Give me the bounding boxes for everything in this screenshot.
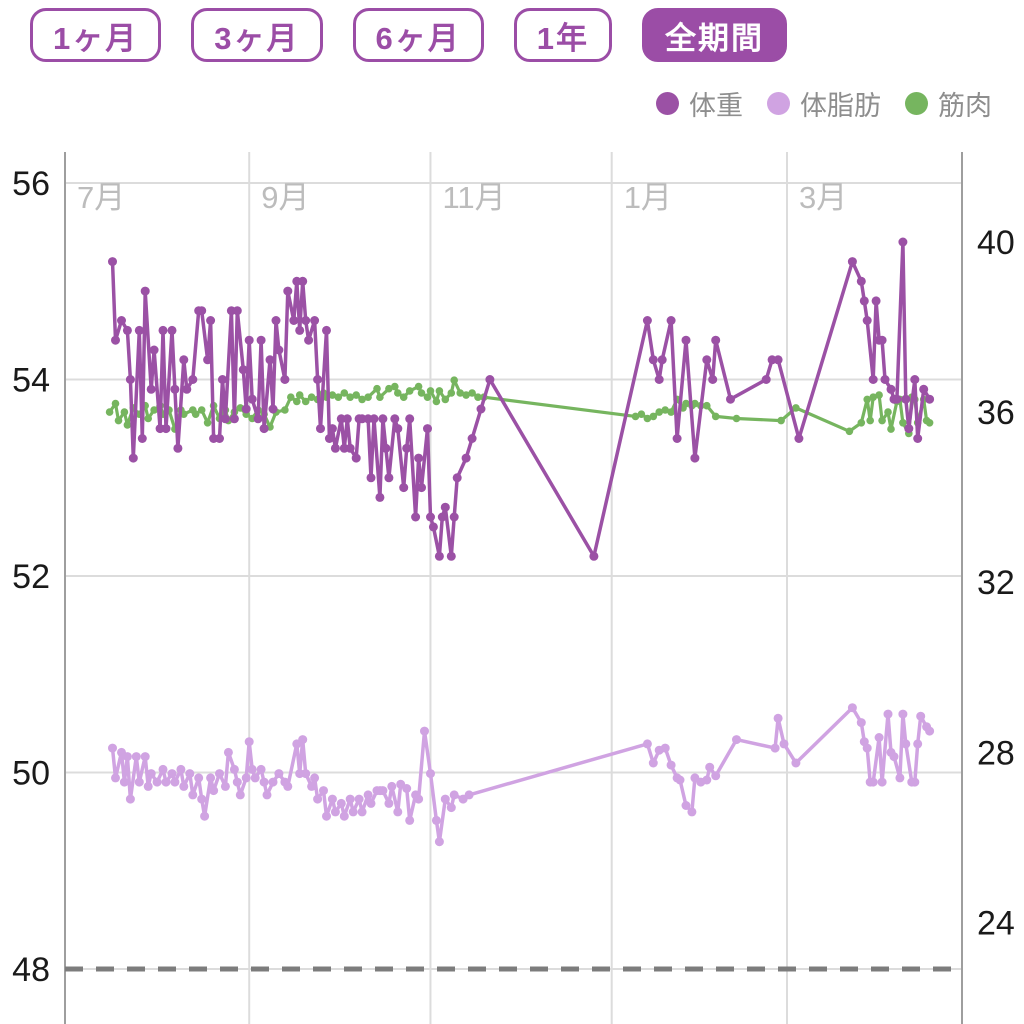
legend-item-muscle[interactable]: 筋肉: [905, 84, 992, 123]
svg-text:32: 32: [977, 564, 1015, 602]
svg-text:50: 50: [12, 755, 50, 793]
chart-legend: 体重 体脂肪 筋肉: [656, 84, 992, 123]
series-muscle: [105, 376, 934, 438]
svg-text:36: 36: [977, 394, 1015, 432]
svg-text:24: 24: [977, 904, 1015, 942]
legend-label-body-fat: 体脂肪: [800, 91, 881, 121]
series-weight: [108, 237, 935, 561]
svg-text:28: 28: [977, 734, 1015, 772]
legend-label-weight: 体重: [689, 91, 743, 121]
svg-text:54: 54: [12, 362, 50, 400]
range-button-1m[interactable]: 1ヶ月: [30, 8, 162, 62]
range-button-3m[interactable]: 3ヶ月: [191, 8, 323, 62]
legend-dot-muscle: [905, 92, 928, 115]
svg-text:1月: 1月: [624, 180, 672, 215]
legend-label-muscle: 筋肉: [938, 91, 992, 121]
range-button-1y[interactable]: 1年: [513, 8, 612, 62]
series-body-fat: [108, 703, 935, 847]
svg-text:9月: 9月: [261, 180, 309, 215]
svg-text:48: 48: [12, 951, 50, 989]
series-weight-line: [110, 240, 932, 559]
x-axis-labels: 7月 9月 11月 1月 3月: [77, 180, 847, 215]
gridlines: [64, 152, 962, 1024]
left-axis-labels: 56 54 52 50 48: [12, 165, 50, 989]
svg-text:56: 56: [12, 165, 50, 203]
series-body-fat-line: [110, 705, 932, 844]
range-button-all[interactable]: 全期間: [642, 8, 787, 62]
range-button-6m[interactable]: 6ヶ月: [352, 8, 484, 62]
right-axis-labels: 40 36 32 28 24: [977, 224, 1015, 942]
svg-text:11月: 11月: [442, 180, 505, 215]
legend-item-body-fat[interactable]: 体脂肪: [767, 84, 881, 123]
svg-text:3月: 3月: [799, 180, 847, 215]
svg-text:40: 40: [977, 224, 1015, 262]
svg-text:7月: 7月: [77, 180, 125, 215]
legend-dot-weight: [656, 92, 679, 115]
legend-dot-body-fat: [767, 92, 790, 115]
legend-item-weight[interactable]: 体重: [656, 84, 743, 123]
time-range-selector: 1ヶ月 3ヶ月 6ヶ月 1年 全期間: [30, 8, 787, 62]
svg-text:52: 52: [12, 558, 50, 596]
